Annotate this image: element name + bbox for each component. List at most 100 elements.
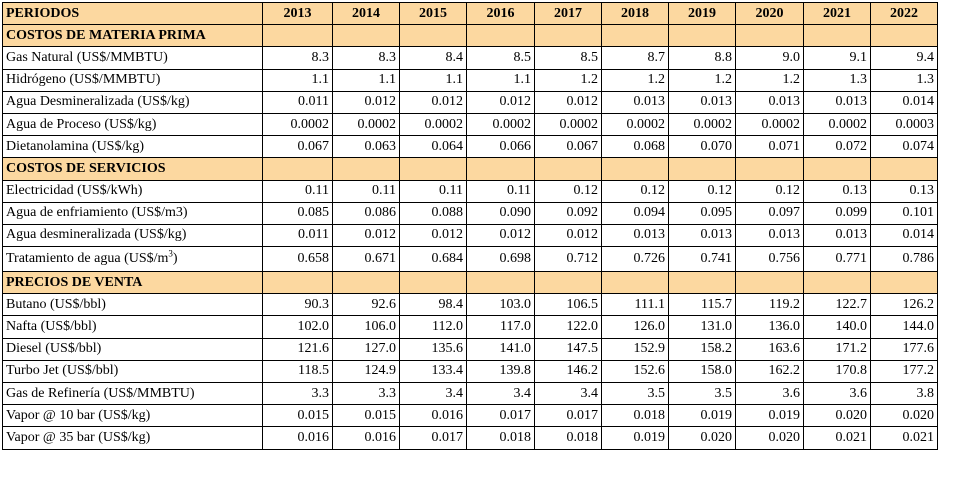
value-cell: 8.8 [668,46,736,70]
value-cell: 170.8 [803,359,871,384]
value-cell: 0.0002 [399,112,467,137]
value-cell: 3.5 [668,381,736,406]
row-label: Agua Desmineralizada (US$/kg) [2,90,263,114]
value-cell: 0.017 [399,426,467,450]
section-filler-cell [262,24,333,48]
header-year-2019: 2019 [668,1,736,26]
row-label-tail: ) [172,251,178,267]
value-cell: 3.4 [399,381,467,406]
table-row: Turbo Jet (US$/bbl) 118.5 124.9 133.4 139.8 1… [2,359,938,384]
value-cell: 90.3 [262,293,333,317]
value-cell: 0.0002 [601,112,669,137]
section-filler-cell [803,271,871,295]
value-cell: 103.0 [466,293,535,317]
table-body: PERIODOS 2013 2014 2015 2016 2017 2018 2019 2020… [2,1,938,450]
value-cell: 0.067 [262,135,333,159]
section-filler-cell [332,271,400,295]
value-cell: 98.4 [399,293,467,317]
value-cell: 0.013 [601,90,669,114]
value-cell: 152.9 [601,337,669,361]
table-row: Agua de Proceso (US$/kg) 0.0002 0.0002 0.00… [2,112,938,137]
value-cell: 8.5 [534,46,602,70]
value-cell: 0.012 [399,90,467,114]
value-cell: 0.068 [601,135,669,159]
row-label: Agua desmineralizada (US$/kg) [2,223,263,248]
section-filler-cell [332,157,400,181]
value-cell: 0.671 [332,246,400,273]
section-title: PRECIOS DE VENTA [2,271,263,295]
value-cell: 117.0 [466,315,535,339]
value-cell: 0.017 [466,404,535,428]
value-cell: 118.5 [262,359,333,384]
row-label: Gas Natural (US$/MMBTU) [2,46,263,70]
value-cell: 0.092 [534,201,602,225]
value-cell: 0.13 [870,179,938,203]
row-label-text: Nafta (US$/bbl) [6,319,97,335]
value-cell: 0.015 [262,404,333,428]
value-cell: 1.1 [332,68,400,92]
value-cell: 122.7 [803,293,871,317]
value-cell: 112.0 [399,315,467,339]
section-filler-cell [803,157,871,181]
table-row: Gas de Refinería (US$/MMBTU) 3.3 3.3 3.4 3.4… [2,381,938,406]
section-header-row: COSTOS DE SERVICIOS [2,157,938,181]
value-cell: 8.5 [466,46,535,70]
value-cell: 119.2 [735,293,804,317]
section-title: COSTOS DE MATERIA PRIMA [2,24,263,48]
value-cell: 141.0 [466,337,535,361]
header-year-2014: 2014 [332,1,400,26]
value-cell: 8.7 [601,46,669,70]
value-cell: 0.658 [262,246,333,273]
table-row: Gas Natural (US$/MMBTU) 8.3 8.3 8.4 8.5 8.5 8.… [2,46,938,70]
value-cell: 106.0 [332,315,400,339]
section-filler-cell [534,24,602,48]
value-cell: 0.018 [534,426,602,450]
value-cell: 3.6 [735,381,804,406]
row-label-text: Hidrógeno (US$/MMBTU) [6,72,161,88]
header-year-2013: 2013 [262,1,333,26]
value-cell: 147.5 [534,337,602,361]
header-periodos: PERIODOS [2,1,263,26]
value-cell: 0.066 [466,135,535,159]
value-cell: 146.2 [534,359,602,384]
section-filler-cell [668,271,736,295]
value-cell: 131.0 [668,315,736,339]
header-year-2022: 2022 [870,1,938,26]
table-row: Agua Desmineralizada (US$/kg) 0.011 0.012 0… [2,90,938,114]
row-label: Turbo Jet (US$/bbl) [2,359,263,384]
value-cell: 0.016 [262,426,333,450]
value-cell: 0.12 [668,179,736,203]
value-cell: 0.12 [534,179,602,203]
value-cell: 0.016 [399,404,467,428]
value-cell: 102.0 [262,315,333,339]
row-label-text: Butano (US$/bbl) [6,296,106,312]
section-filler-cell [601,24,669,48]
value-cell: 3.5 [601,381,669,406]
value-cell: 8.4 [399,46,467,70]
row-label: Gas de Refinería (US$/MMBTU) [2,381,263,406]
value-cell: 177.2 [870,359,938,384]
table-row: Nafta (US$/bbl) 102.0 106.0 112.0 117.0 122.0… [2,315,938,339]
section-filler-cell [870,24,938,48]
header-year-2017: 2017 [534,1,602,26]
value-cell: 126.0 [601,315,669,339]
value-cell: 0.017 [534,404,602,428]
row-label: Diesel (US$/bbl) [2,337,263,361]
value-cell: 1.1 [399,68,467,92]
value-cell: 0.012 [466,90,535,114]
value-cell: 0.097 [735,201,804,225]
value-cell: 0.086 [332,201,400,225]
value-cell: 0.013 [803,90,871,114]
value-cell: 0.101 [870,201,938,225]
value-cell: 0.012 [332,90,400,114]
value-cell: 0.072 [803,135,871,159]
row-label-text: Vapor @ 35 bar (US$/kg) [6,429,151,445]
value-cell: 0.020 [735,426,804,450]
row-label-text: Agua de Proceso (US$/kg) [6,116,157,132]
row-label-text: Gas Natural (US$/MMBTU) [6,49,168,65]
section-filler-cell [399,157,467,181]
value-cell: 0.12 [601,179,669,203]
value-cell: 0.011 [262,90,333,114]
section-title: COSTOS DE SERVICIOS [2,157,263,181]
value-cell: 0.712 [534,246,602,273]
